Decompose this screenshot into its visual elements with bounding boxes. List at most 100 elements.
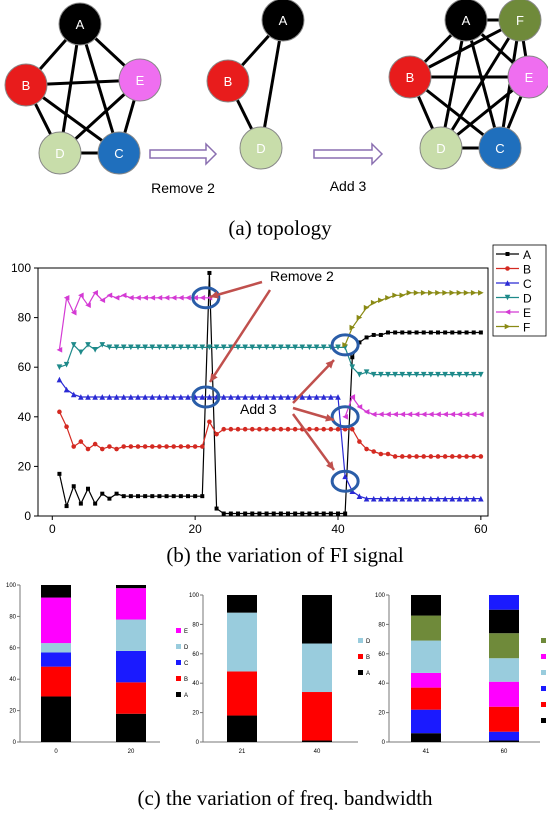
data-point — [336, 511, 340, 516]
data-point — [328, 426, 334, 432]
data-point — [306, 344, 313, 351]
topology-edge — [439, 19, 468, 149]
data-point — [406, 371, 413, 378]
bar-segment — [41, 652, 71, 667]
topology-edge — [259, 19, 285, 149]
data-point — [92, 347, 98, 353]
data-point — [192, 294, 198, 301]
topology-node — [58, 2, 102, 46]
data-point — [420, 495, 427, 502]
y-tick-label: 100 — [375, 593, 386, 599]
data-point — [356, 404, 363, 410]
data-point — [92, 394, 98, 400]
topology-node — [498, 0, 542, 42]
highlight-ellipse — [330, 469, 360, 493]
data-point — [142, 344, 148, 351]
data-point — [228, 426, 234, 432]
data-point — [142, 444, 148, 449]
data-point — [185, 394, 191, 400]
data-point — [214, 506, 219, 511]
data-point — [242, 344, 248, 351]
bar-segment — [411, 595, 441, 616]
data-point — [413, 290, 420, 296]
data-point — [85, 302, 91, 308]
data-point — [370, 371, 377, 378]
data-point — [456, 290, 463, 296]
data-point — [313, 394, 320, 400]
data-point — [264, 426, 269, 432]
data-point — [314, 511, 319, 516]
data-point — [306, 394, 313, 400]
data-point — [478, 371, 484, 378]
data-point — [149, 394, 156, 400]
topology-node-label: B — [406, 70, 415, 85]
bar-segment — [41, 585, 71, 598]
bar-segment — [411, 733, 441, 742]
data-point — [242, 426, 248, 432]
data-point — [313, 344, 320, 351]
topology-node-label: C — [114, 146, 123, 161]
data-point — [442, 454, 448, 459]
bar-segment — [489, 731, 519, 741]
data-point — [428, 411, 434, 418]
data-point — [435, 371, 441, 378]
data-point — [263, 394, 270, 400]
data-point — [407, 454, 412, 459]
data-point — [107, 496, 112, 501]
bar-segment — [411, 687, 441, 710]
data-point — [199, 394, 206, 400]
legend-label: F — [523, 321, 530, 335]
bar-segment — [302, 643, 332, 693]
data-point — [471, 330, 476, 335]
data-point — [435, 495, 441, 502]
data-point — [270, 344, 277, 351]
data-point — [128, 494, 133, 499]
data-point — [70, 391, 77, 398]
data-point — [420, 371, 427, 378]
data-point — [371, 332, 376, 337]
data-point — [428, 330, 433, 335]
data-point — [406, 495, 413, 502]
data-point — [92, 441, 98, 447]
data-point — [78, 501, 83, 506]
x-tick-label: 21 — [239, 749, 246, 755]
data-point — [406, 411, 413, 418]
bar-segment — [41, 666, 71, 697]
data-point — [349, 426, 355, 432]
y-tick-label: 80 — [192, 622, 199, 628]
data-point — [185, 444, 191, 449]
data-point — [370, 299, 377, 306]
bar-segment — [227, 612, 257, 672]
bar-segment — [116, 588, 146, 620]
y-tick-label: 40 — [378, 681, 385, 687]
data-point — [257, 426, 262, 432]
annotation-arrowhead — [210, 290, 219, 299]
series-E — [56, 290, 484, 420]
data-point — [199, 294, 206, 301]
legend-swatch — [541, 718, 546, 723]
data-point — [220, 394, 227, 400]
topology-node-label: B — [224, 74, 233, 89]
data-point — [170, 394, 177, 400]
bar-segment — [227, 715, 257, 742]
data-point — [107, 444, 112, 449]
annotation-arrow — [291, 413, 336, 471]
data-point — [399, 495, 406, 502]
data-point — [170, 344, 177, 351]
topology-node — [97, 131, 141, 175]
data-point — [200, 494, 205, 499]
data-point — [278, 344, 284, 351]
data-point — [356, 493, 363, 499]
data-point — [471, 454, 477, 459]
data-point — [300, 511, 305, 516]
data-point — [392, 411, 398, 418]
data-point — [457, 454, 462, 459]
data-point — [378, 411, 384, 418]
topology-node-label: D — [256, 141, 265, 156]
data-point — [428, 290, 434, 296]
data-point — [436, 330, 440, 335]
data-point — [392, 371, 398, 378]
data-point — [206, 394, 213, 400]
highlight-ellipse — [330, 405, 360, 429]
